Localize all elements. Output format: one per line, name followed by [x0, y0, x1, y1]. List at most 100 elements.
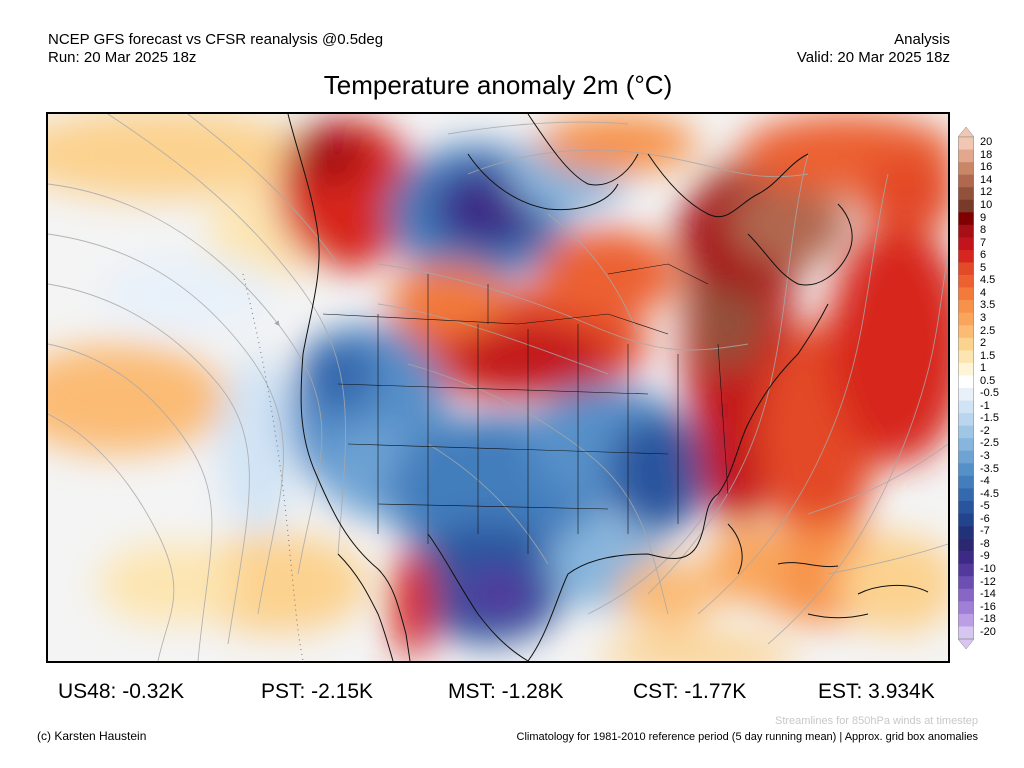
copyright: (c) Karsten Haustein — [37, 729, 147, 743]
colorbar-segment — [958, 300, 974, 313]
colorbar-segment — [958, 312, 974, 326]
colorbar-tick-label: -8 — [980, 537, 990, 550]
colorbar-segment — [958, 538, 974, 552]
colorbar-tick-label: -16 — [980, 600, 996, 613]
colorbar-tick-label: 7 — [980, 236, 987, 249]
colorbar-segment — [958, 500, 974, 514]
reference-dotted-line — [242, 273, 304, 661]
colorbar-tick-label: -4 — [980, 475, 990, 488]
colorbar-tick-label: -3.5 — [980, 462, 999, 475]
state-borders — [322, 263, 729, 554]
colorbar-segment — [958, 563, 974, 577]
analysis-label: Analysis — [894, 31, 950, 48]
colorbar-tick-label: -6 — [980, 512, 990, 525]
run-line: Run: 20 Mar 2025 18z — [48, 49, 197, 66]
colorbar-tick-label: 1 — [980, 362, 987, 375]
colorbar-segment — [958, 149, 974, 163]
colorbar-segment — [958, 601, 974, 615]
stat-pst: PST: -2.15K — [261, 680, 374, 703]
map-title: Temperature anomaly 2m (°C) — [323, 70, 673, 100]
anomaly-map — [46, 112, 950, 663]
colorbar-tick-label: 9 — [980, 211, 987, 224]
colorbar-segment — [958, 325, 974, 339]
colorbar-labels: 20 18 16 14 12 10 9 8 7 6 5 4.5 4 3.5 3 2.5 2 1.5 1 0.5 -0.5… — [980, 127, 1020, 649]
colorbar-tick-label: -10 — [980, 562, 996, 575]
colorbar-tick-label: 8 — [980, 224, 987, 237]
colorbar-tick-label: 4.5 — [980, 274, 996, 287]
colorbar-segment — [958, 626, 974, 640]
colorbar-tick-label: 12 — [980, 186, 993, 199]
colorbar-tick-label: 14 — [980, 173, 993, 186]
colorbar-segment — [958, 362, 974, 376]
colorbar-segment — [958, 438, 974, 452]
colorbar-tick-label: 2 — [980, 337, 987, 350]
colorbar-tick-label: 6 — [980, 249, 987, 262]
colorbar-segment — [958, 400, 974, 414]
colorbar-tick-label: -20 — [980, 625, 996, 638]
colorbar-top-extend — [958, 127, 974, 138]
valid-line: Valid: 20 Mar 2025 18z — [796, 49, 950, 66]
climatology-note: Climatology for 1981-2010 reference peri… — [516, 731, 978, 743]
colorbar-tick-label: 3 — [980, 311, 987, 324]
colorbar-segment — [958, 187, 974, 201]
colorbar-segment — [958, 275, 974, 288]
colorbar-segment — [958, 513, 974, 527]
header-left: NCEP GFS forecast vs CFSR reanalysis @0.… — [48, 31, 383, 67]
stat-mst: MST: -1.28K — [448, 680, 564, 703]
colorbar-tick-label: -4.5 — [980, 487, 999, 500]
colorbar-segment — [958, 413, 974, 426]
colorbar-segment — [958, 613, 974, 627]
header-right: Analysis Valid: 20 Mar 2025 18z — [797, 31, 950, 67]
colorbar-segment — [958, 475, 974, 489]
colorbar-tick-label: 0.5 — [980, 374, 996, 387]
colorbar-tick-label: 4 — [980, 286, 987, 299]
colorbar — [958, 127, 974, 649]
colorbar-segment — [958, 463, 974, 477]
model-line: NCEP GFS forecast vs CFSR reanalysis @0.… — [48, 31, 384, 48]
colorbar-segment — [958, 350, 974, 364]
colorbar-segment — [958, 450, 974, 464]
colorbar-tick-label: 10 — [980, 199, 993, 212]
colorbar-segment — [958, 224, 974, 238]
coastlines — [287, 114, 929, 661]
colorbar-tick-label: -5 — [980, 500, 990, 513]
colorbar-segment — [958, 576, 974, 590]
colorbar-tick-label: -12 — [980, 575, 996, 588]
colorbar-tick-label: -18 — [980, 613, 996, 626]
stat-us48: US48: -0.32K — [58, 680, 185, 703]
colorbar-segment — [958, 174, 974, 188]
colorbar-tick-label: -0.5 — [980, 387, 999, 400]
streamlines — [48, 114, 948, 661]
colorbar-segment — [958, 137, 974, 150]
anomaly-field — [48, 114, 948, 661]
colorbar-segment — [958, 212, 974, 226]
colorbar-tick-label: 3.5 — [980, 299, 996, 312]
colorbar-segment — [958, 262, 974, 276]
colorbar-segment — [958, 337, 974, 351]
colorbar-tick-label: 20 — [980, 136, 993, 149]
stat-cst: CST: -1.77K — [633, 680, 747, 703]
colorbar-tick-label: 5 — [980, 261, 987, 274]
colorbar-tick-label: -3 — [980, 450, 990, 463]
streamline-note: Streamlines for 850hPa winds at timestep — [775, 715, 978, 727]
colorbar-segment — [958, 249, 974, 263]
colorbar-segment — [958, 375, 974, 389]
colorbar-bottom-extend — [958, 638, 974, 649]
colorbar-tick-label: -2.5 — [980, 437, 999, 450]
colorbar-segment — [958, 388, 974, 401]
colorbar-tick-label: 16 — [980, 161, 993, 174]
colorbar-segment — [958, 199, 974, 213]
colorbar-segment — [958, 162, 974, 175]
colorbar-segment — [958, 526, 974, 539]
colorbar-tick-label: 1.5 — [980, 349, 996, 362]
colorbar-tick-label: 18 — [980, 148, 993, 161]
colorbar-segment — [958, 488, 974, 502]
stat-est: EST: 3.934K — [818, 680, 935, 703]
colorbar-tick-label: -1 — [980, 399, 990, 412]
colorbar-segment — [958, 588, 974, 602]
colorbar-tick-label: -2 — [980, 424, 990, 437]
colorbar-tick-label: -1.5 — [980, 412, 999, 425]
colorbar-segment — [958, 287, 974, 301]
colorbar-segment — [958, 551, 974, 564]
colorbar-segment — [958, 237, 974, 251]
